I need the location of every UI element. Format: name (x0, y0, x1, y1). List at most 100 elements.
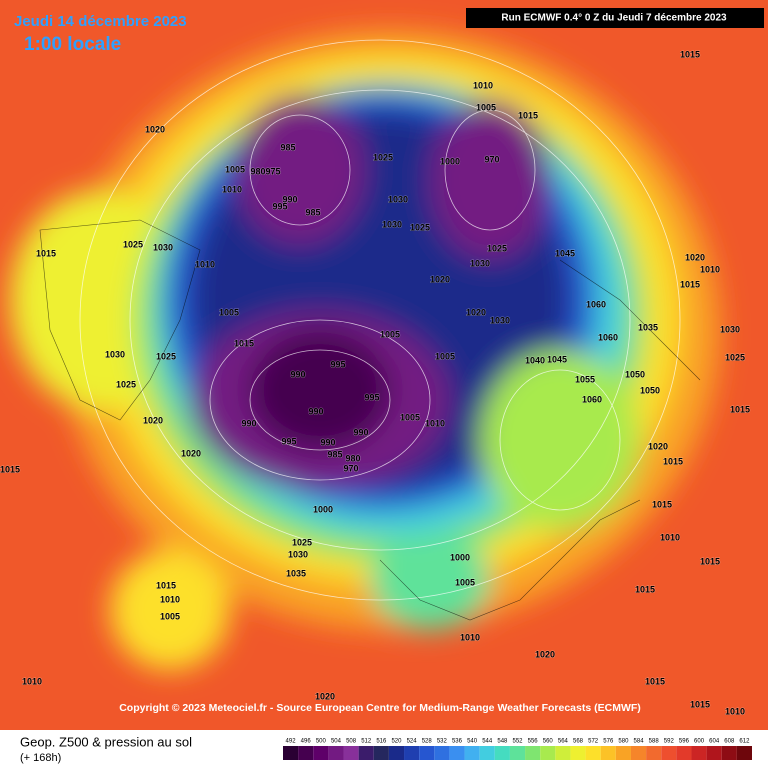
isobar-label: 1020 (145, 124, 165, 134)
isobar-label: 1020 (648, 441, 668, 451)
isobar-label: 1025 (487, 243, 507, 253)
isobar-label: 1020 (143, 415, 163, 425)
isobar-label: 970 (484, 154, 499, 164)
colorbar-swatch (721, 746, 737, 760)
colorbar-label: 548 (497, 739, 508, 745)
isobar-label: 1015 (680, 279, 700, 289)
run-info: Run ECMWF 0.4° 0 Z du Jeudi 7 décembre 2… (501, 13, 727, 24)
colorbar-swatch (283, 746, 299, 760)
colorbar-swatch (600, 746, 616, 760)
isobar-label: 1025 (123, 239, 143, 249)
colorbar-swatch (630, 746, 647, 760)
isobar-label: 1015 (234, 338, 254, 348)
isobar-label: 970 (343, 463, 358, 473)
colorbar-label: 556 (528, 739, 539, 745)
isobar-label: 1015 (36, 248, 56, 258)
colorbar-label: 576 (603, 739, 614, 745)
colorbar-swatch (540, 746, 556, 760)
legend-subtitle: (+ 168h) (20, 752, 61, 764)
colorbar-label: 580 (618, 739, 629, 745)
map-background (0, 0, 768, 730)
isobar-label: 1050 (625, 369, 645, 379)
isobar-label: 1015 (635, 584, 655, 594)
isobar-label: 1030 (382, 219, 402, 229)
colorbar-swatch (615, 746, 631, 760)
colorbar-swatch (479, 746, 495, 760)
colorbar-label: 544 (482, 739, 493, 745)
isobar-label: 1010 (473, 80, 493, 90)
colorbar-swatch (404, 746, 420, 760)
colorbar-label: 540 (467, 739, 478, 745)
isobar-label: 1030 (388, 194, 408, 204)
colorbar-label: 492 (286, 739, 297, 745)
isobar-label: 1005 (435, 351, 455, 361)
colorbar-swatch (494, 746, 510, 760)
isobar-label: 1000 (440, 156, 460, 166)
colorbar-label: 612 (739, 739, 750, 745)
colorbar-swatch (509, 746, 526, 760)
colorbar-swatch (313, 746, 329, 760)
isobar-label: 995 (281, 436, 296, 446)
isobar-label: 1025 (292, 537, 312, 547)
colorbar-swatch (676, 746, 692, 760)
colorbar-swatch (343, 746, 359, 760)
isobar-label: 1060 (582, 394, 602, 404)
isobar-label: 1005 (455, 577, 475, 587)
isobar-label: 1045 (555, 248, 575, 258)
isobar-label: 1020 (535, 649, 555, 659)
colorbar-label: 564 (558, 739, 569, 745)
isobar-label: 1020 (685, 252, 705, 262)
isobar-label: 1060 (586, 299, 606, 309)
isobar-label: 1000 (313, 504, 333, 514)
isobar-label: 1030 (470, 258, 490, 268)
forecast-date: Jeudi 14 décembre 2023 (14, 13, 187, 30)
isobar-label: 990 (320, 437, 335, 447)
isobar-label: 990 (308, 406, 323, 416)
isobar-label: 1015 (645, 676, 665, 686)
colorbar-swatch (661, 746, 677, 760)
isobar-label: 1030 (105, 349, 125, 359)
colorbar-label: 608 (724, 739, 735, 745)
isobar-label: 990 (241, 418, 256, 428)
isobar-label: 1025 (725, 352, 745, 362)
isobar-label: 1055 (575, 374, 595, 384)
colorbar: 492 496 500 504 508 512 516 520 524 528 532 536 540 5… (283, 739, 752, 760)
isobar-label: 1025 (410, 222, 430, 232)
isobar-label: 1005 (476, 102, 496, 112)
isobar-label: 1030 (720, 324, 740, 334)
isobar-label: 1005 (225, 164, 245, 174)
run-box (466, 8, 764, 28)
colorbar-swatch (373, 746, 389, 760)
colorbar-swatch (555, 746, 571, 760)
isobar-label: 1015 (663, 456, 683, 466)
isobar-label: 980 (345, 453, 360, 463)
isobar-label: 1000 (450, 552, 470, 562)
colorbar-swatch (298, 746, 314, 760)
isobar-label: 1010 (222, 184, 242, 194)
colorbar-swatch (570, 746, 586, 760)
isobar-label: 1015 (680, 49, 700, 59)
isobar-label: 995 (330, 359, 345, 369)
colorbar-swatch (419, 746, 435, 760)
colorbar-label: 532 (437, 739, 448, 745)
isobar-label: 990 (282, 194, 297, 204)
isobar-label: 1030 (153, 242, 173, 252)
colorbar-swatch (328, 746, 344, 760)
isobar-label: 1025 (116, 379, 136, 389)
isobar-label: 1005 (400, 412, 420, 422)
colorbar-label: 572 (588, 739, 599, 745)
isobar-label: 1015 (518, 110, 538, 120)
isobar-label: 1010 (160, 594, 180, 604)
colorbar-label: 552 (512, 739, 523, 745)
isobar-label: 1010 (460, 632, 480, 642)
isobar-label: 1030 (490, 315, 510, 325)
isobar-label: 1010 (195, 259, 215, 269)
isobar-label: 995 (364, 392, 379, 402)
isobar-label: 1005 (219, 307, 239, 317)
colorbar-label: 512 (361, 739, 372, 745)
isobar-label: 975 (265, 166, 280, 176)
colorbar-swatch (706, 746, 722, 760)
forecast-time: 1:00 locale (24, 34, 121, 55)
colorbar-label: 500 (316, 739, 327, 745)
